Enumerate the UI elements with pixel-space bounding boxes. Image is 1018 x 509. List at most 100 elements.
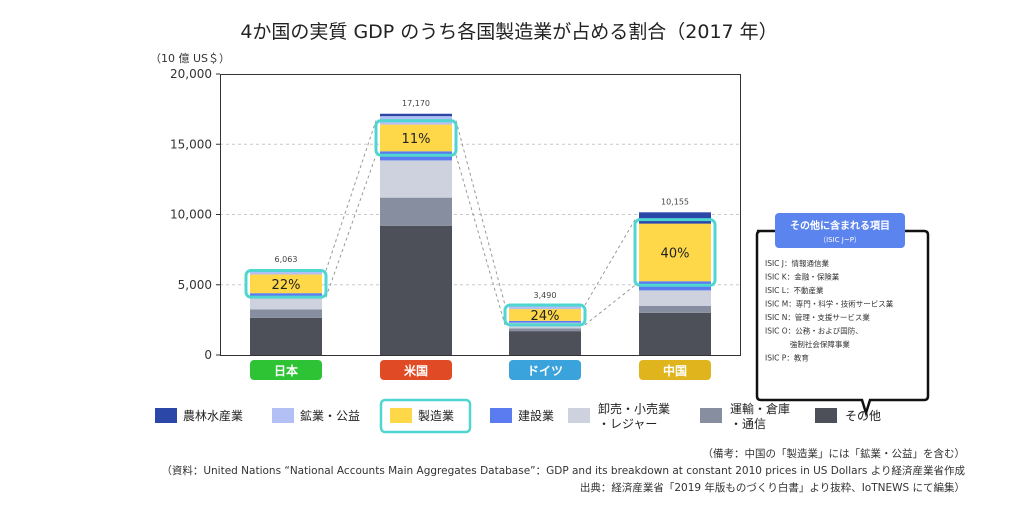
notes: （備考：中国の「製造業」には「鉱業・公益」を含む） （資料：United Nat…	[161, 447, 965, 494]
legend-item: 鉱業・公益	[272, 408, 360, 423]
legend-item: 農林水産業	[155, 408, 243, 423]
bar-total-label: 3,490	[534, 291, 557, 300]
category-label: 日本	[274, 363, 298, 378]
legend-item: 運輸・倉庫・通信	[700, 401, 790, 431]
manufacturing-share-label: 22%	[272, 278, 301, 293]
manufacturing-highlight-box	[503, 303, 587, 327]
manufacturing-share-label: 11%	[402, 132, 431, 147]
y-tick-label: 5,000	[178, 278, 212, 292]
connector-line	[325, 155, 377, 298]
callout-item: ISIC J：情報通信業	[765, 258, 830, 268]
legend-label: 卸売・小売業	[598, 401, 670, 416]
callout-header	[775, 213, 905, 248]
bar-segment	[509, 331, 581, 355]
note-remark: （備考：中国の「製造業」には「鉱業・公益」を含む）	[703, 447, 966, 460]
bar-segment	[639, 223, 711, 282]
legend-swatch	[815, 408, 837, 423]
callout-title: その他に含まれる項目	[790, 219, 890, 232]
category-badge	[509, 360, 581, 380]
legend-swatch	[490, 408, 512, 423]
bar-segment	[250, 270, 322, 275]
bar-segment	[380, 160, 452, 198]
bar-total-label: 6,063	[275, 255, 298, 264]
category-labels: 日本 米国 ドイツ 中国	[250, 360, 711, 380]
callout-item: ISIC M：専門・科学・技術サービス業	[765, 299, 894, 309]
note-source: （資料：United Nations “National Accounts Ma…	[161, 464, 965, 477]
legend-label: 建設業	[518, 408, 554, 423]
manufacturing-share-label: 40%	[661, 246, 690, 261]
bar-segment	[639, 312, 711, 355]
bar-segment	[380, 113, 452, 117]
legend-swatch	[390, 408, 412, 423]
y-tick-label: 0	[204, 348, 212, 362]
y-tick-label: 10,000	[170, 208, 212, 222]
y-tick-label: 15,000	[170, 137, 212, 151]
bar-segment	[509, 309, 581, 321]
manufacturing-highlights	[244, 119, 717, 327]
bar-segment	[509, 320, 581, 323]
legend-item: 製造業	[379, 398, 472, 434]
legend-swatch	[700, 408, 722, 423]
legend-swatch	[568, 408, 590, 423]
connector-line	[325, 120, 377, 271]
legend-highlight-box	[379, 398, 472, 434]
manufacturing-highlight-box	[633, 218, 717, 287]
category-badge	[639, 360, 711, 380]
manufacturing-highlight-box	[374, 119, 458, 157]
legend-label: 製造業	[418, 409, 454, 423]
callout-item: ISIC K：金融・保険業	[765, 272, 840, 282]
legend-label: ・レジャー	[598, 417, 657, 431]
connector-line	[455, 155, 506, 325]
manufacturing-share-label: 24%	[531, 309, 560, 324]
note-credit: 出典：経済産業省「2019 年版ものづくり白書」より抜粋、IoTNEWS にて編…	[580, 481, 965, 494]
bar-segment	[509, 328, 581, 332]
callout-box: その他に含まれる項目 （ISIC J~P） ISIC J：情報通信業 ISIC K…	[755, 213, 930, 418]
legend-label: ・通信	[730, 417, 766, 431]
bar-segment	[639, 305, 711, 313]
bar-segment	[250, 296, 322, 310]
bar-segment	[380, 124, 452, 152]
callout-subtitle: （ISIC J~P）	[819, 236, 861, 244]
connector-lines	[325, 120, 636, 326]
callout-item: ISIC O：公務・および国防、	[765, 326, 863, 336]
category-badge	[250, 360, 322, 380]
callout-items: ISIC J：情報通信業 ISIC K：金融・保険業 ISIC L：不動産業 ISIC…	[765, 258, 894, 363]
bar-segment	[250, 317, 322, 355]
y-axis-unit-label: （10 億 US＄）	[150, 51, 230, 65]
callout-bubble	[755, 229, 930, 418]
legend-item: その他	[815, 408, 881, 423]
bar-total-label: 10,155	[661, 197, 689, 206]
connector-line	[455, 120, 506, 306]
bar-segment	[250, 293, 322, 297]
category-badge	[380, 360, 452, 380]
bar-segment	[380, 225, 452, 355]
bar-total-label: 17,170	[402, 99, 430, 108]
callout-item: ISIC L：不動産業	[765, 285, 824, 295]
legend-item: 卸売・小売業・レジャー	[568, 401, 670, 431]
connector-line	[584, 284, 636, 326]
legend-item: 建設業	[490, 408, 554, 423]
callout-item: ISIC N：管理・支援サービス業	[765, 312, 870, 322]
legend-label: その他	[845, 409, 881, 423]
bar-segment	[639, 290, 711, 306]
bars	[250, 113, 711, 355]
legend-swatch	[155, 408, 177, 423]
manufacturing-highlight-box	[244, 268, 328, 299]
callout-item: 強制社会保障事業	[765, 339, 850, 349]
legend-swatch	[272, 408, 294, 423]
category-label: ドイツ	[527, 364, 563, 378]
plot-frame	[220, 74, 741, 356]
bar-segment	[250, 309, 322, 318]
callout-item: ISIC P：教育	[765, 353, 809, 363]
legend-label: 農林水産業	[183, 408, 243, 423]
bar-labels: 22% 6,063 11% 17,170 24% 3,490 40% 10,155	[272, 99, 690, 324]
legend-label: 鉱業・公益	[300, 408, 360, 423]
bar-segment	[380, 197, 452, 226]
bar-segment	[509, 306, 581, 310]
y-tick-label: 20,000	[170, 67, 212, 81]
bar-segment	[639, 212, 711, 224]
legend-label: 運輸・倉庫	[730, 401, 790, 416]
bar-segment	[250, 274, 322, 294]
